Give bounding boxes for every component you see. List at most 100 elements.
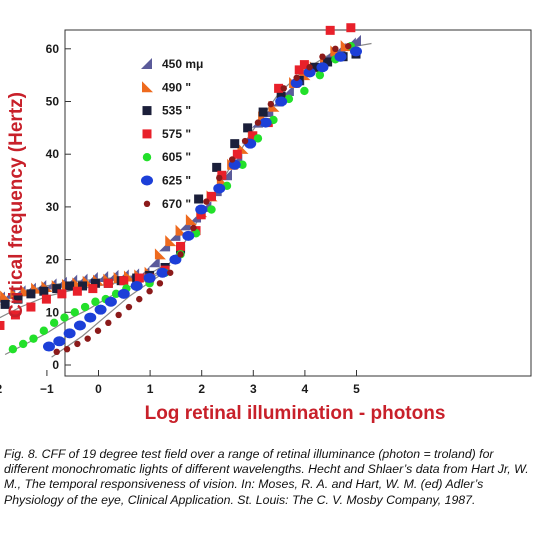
data-point xyxy=(10,310,20,320)
data-point xyxy=(53,336,66,347)
data-point xyxy=(91,297,100,306)
data-point xyxy=(39,326,49,335)
data-point xyxy=(325,25,335,35)
data-point xyxy=(18,339,28,349)
data-point xyxy=(74,340,81,348)
data-point xyxy=(299,60,309,70)
data-point xyxy=(119,276,129,286)
data-point xyxy=(293,74,300,81)
data-point xyxy=(84,335,91,342)
data-point xyxy=(259,117,272,128)
data-point xyxy=(70,308,79,317)
legend-marker xyxy=(142,81,153,93)
data-point xyxy=(105,319,112,327)
x-tick-label: −1 xyxy=(40,382,54,396)
data-point xyxy=(136,295,143,303)
data-point xyxy=(254,119,262,126)
data-point xyxy=(63,345,71,353)
x-axis-label: Log retinal illumination - photons xyxy=(145,403,446,424)
x-tick-label: 4 xyxy=(302,382,309,396)
data-point xyxy=(165,235,177,247)
data-point xyxy=(241,137,249,145)
data-point xyxy=(315,70,325,80)
data-point xyxy=(316,62,329,73)
data-point xyxy=(90,278,100,288)
data-point xyxy=(310,62,320,72)
data-point xyxy=(146,288,153,295)
data-point xyxy=(185,214,197,226)
data-point xyxy=(117,288,130,299)
data-point xyxy=(78,281,88,291)
data-point xyxy=(275,96,288,107)
data-point xyxy=(0,290,12,302)
legend-marker xyxy=(142,129,152,139)
data-point xyxy=(267,100,275,108)
data-point xyxy=(41,294,51,304)
x-tick-label: 3 xyxy=(250,382,257,396)
data-point xyxy=(323,57,333,67)
figure-caption: Fig. 8. CFF of 19 degree test field over… xyxy=(4,447,529,507)
data-point xyxy=(111,289,121,299)
data-point xyxy=(169,254,182,265)
data-point xyxy=(177,251,184,258)
data-point xyxy=(216,174,223,182)
data-point xyxy=(52,284,62,294)
data-point xyxy=(26,289,36,299)
x-tick-label: 5 xyxy=(353,382,360,396)
data-point xyxy=(0,320,5,330)
legend-marker xyxy=(141,58,152,69)
x-tick-label: −2 xyxy=(0,382,2,396)
data-point xyxy=(176,241,186,251)
legend-label: 605 " xyxy=(162,150,191,164)
data-point xyxy=(248,131,258,141)
data-point xyxy=(203,198,210,205)
data-point xyxy=(154,248,166,260)
data-point xyxy=(303,67,316,78)
x-tick-label: 2 xyxy=(198,382,205,396)
data-point xyxy=(94,304,107,315)
data-point xyxy=(57,289,67,299)
data-point xyxy=(26,302,36,312)
data-point xyxy=(253,134,263,143)
data-point xyxy=(319,53,326,60)
data-point xyxy=(143,273,156,284)
data-point xyxy=(213,183,226,194)
x-tick-label: 1 xyxy=(147,382,154,396)
data-point xyxy=(350,46,362,57)
data-point xyxy=(63,328,76,339)
data-point xyxy=(294,65,304,75)
y-tick-label: 20 xyxy=(46,253,60,267)
y-tick-label: 60 xyxy=(46,42,60,56)
data-point xyxy=(346,23,356,33)
fit-curve xyxy=(159,42,372,276)
y-tick-label: 40 xyxy=(46,147,60,161)
data-point xyxy=(39,286,49,296)
data-point xyxy=(73,320,86,331)
data-point xyxy=(334,51,347,62)
data-point xyxy=(230,139,240,149)
data-point xyxy=(13,294,23,304)
legend-label: 670 " xyxy=(162,197,191,211)
data-point xyxy=(280,85,287,92)
legend-label: 575 " xyxy=(162,127,191,141)
y-tick-label: 10 xyxy=(46,305,60,319)
data-point xyxy=(8,344,18,354)
data-point xyxy=(238,160,247,169)
data-point xyxy=(72,286,82,296)
data-point xyxy=(49,318,59,328)
series-6 xyxy=(53,42,352,356)
legend: 450 mμ 490 " 535 " 575 " 605 " 625 " 670 " xyxy=(141,57,203,211)
data-point xyxy=(94,327,102,334)
data-point xyxy=(103,278,113,288)
data-point xyxy=(42,341,55,352)
data-point xyxy=(217,170,227,180)
data-point xyxy=(115,311,122,319)
data-points xyxy=(0,23,362,356)
data-point xyxy=(345,42,352,50)
data-point xyxy=(65,281,75,291)
data-point xyxy=(130,280,143,291)
data-point xyxy=(258,107,268,117)
data-point xyxy=(290,78,303,89)
data-point xyxy=(190,224,197,232)
legend-label: 450 mμ xyxy=(162,57,203,71)
